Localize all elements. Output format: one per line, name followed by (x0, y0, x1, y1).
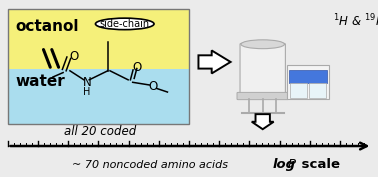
Text: H: H (83, 87, 91, 97)
Text: log: log (272, 158, 295, 171)
Ellipse shape (241, 40, 284, 49)
FancyBboxPatch shape (237, 92, 288, 100)
Text: scale: scale (297, 158, 340, 171)
Bar (289, 70, 327, 83)
Bar (8, 9, 189, 124)
Bar (290, 83, 307, 98)
Text: ~ 70 noncoded amino acids: ~ 70 noncoded amino acids (72, 160, 228, 170)
Text: O: O (149, 80, 158, 93)
Text: water: water (15, 74, 65, 89)
Bar (8, 69, 189, 124)
Text: O: O (69, 50, 78, 63)
FancyArrow shape (252, 114, 274, 129)
Text: octanol: octanol (15, 19, 79, 35)
Text: all 20 coded: all 20 coded (64, 125, 136, 138)
Text: $^{1}$H & $^{19}$F: $^{1}$H & $^{19}$F (333, 13, 378, 30)
Bar (287, 65, 329, 99)
FancyBboxPatch shape (240, 43, 285, 95)
Text: O: O (132, 61, 141, 74)
Ellipse shape (95, 18, 154, 30)
FancyArrow shape (198, 50, 231, 73)
Bar (309, 83, 326, 98)
Text: $P$: $P$ (287, 158, 297, 171)
Text: N: N (82, 76, 91, 89)
Text: side-chain: side-chain (100, 19, 150, 29)
Bar (8, 9, 189, 69)
